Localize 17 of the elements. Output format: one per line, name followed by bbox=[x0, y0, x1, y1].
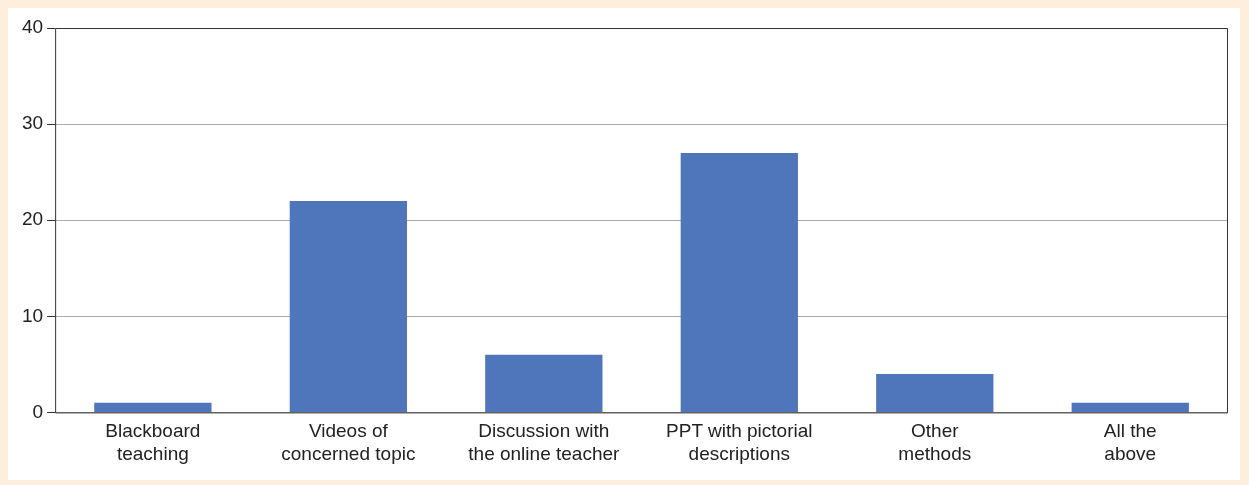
x-tick-label: Videos of concerned topic bbox=[281, 420, 416, 464]
x-tick-label: PPT with pictorial descriptions bbox=[666, 420, 813, 464]
x-tick-label: Blackboard teaching bbox=[105, 420, 201, 464]
y-tick-label: 0 bbox=[32, 400, 44, 422]
y-tick-label: 40 bbox=[21, 16, 44, 38]
bar bbox=[680, 152, 798, 412]
x-tick-label: Other methods bbox=[898, 420, 972, 464]
y-tick-label: 10 bbox=[21, 304, 44, 326]
y-tick-label: 20 bbox=[21, 208, 44, 230]
bar bbox=[1071, 402, 1189, 412]
bar bbox=[485, 354, 603, 412]
y-tick-label: 30 bbox=[21, 112, 44, 134]
x-tick-label: Discussion with the online teacher bbox=[468, 420, 621, 464]
x-tick-label: All the above bbox=[1103, 420, 1157, 464]
bar bbox=[94, 402, 212, 412]
bar bbox=[289, 200, 407, 412]
bar bbox=[876, 373, 994, 412]
